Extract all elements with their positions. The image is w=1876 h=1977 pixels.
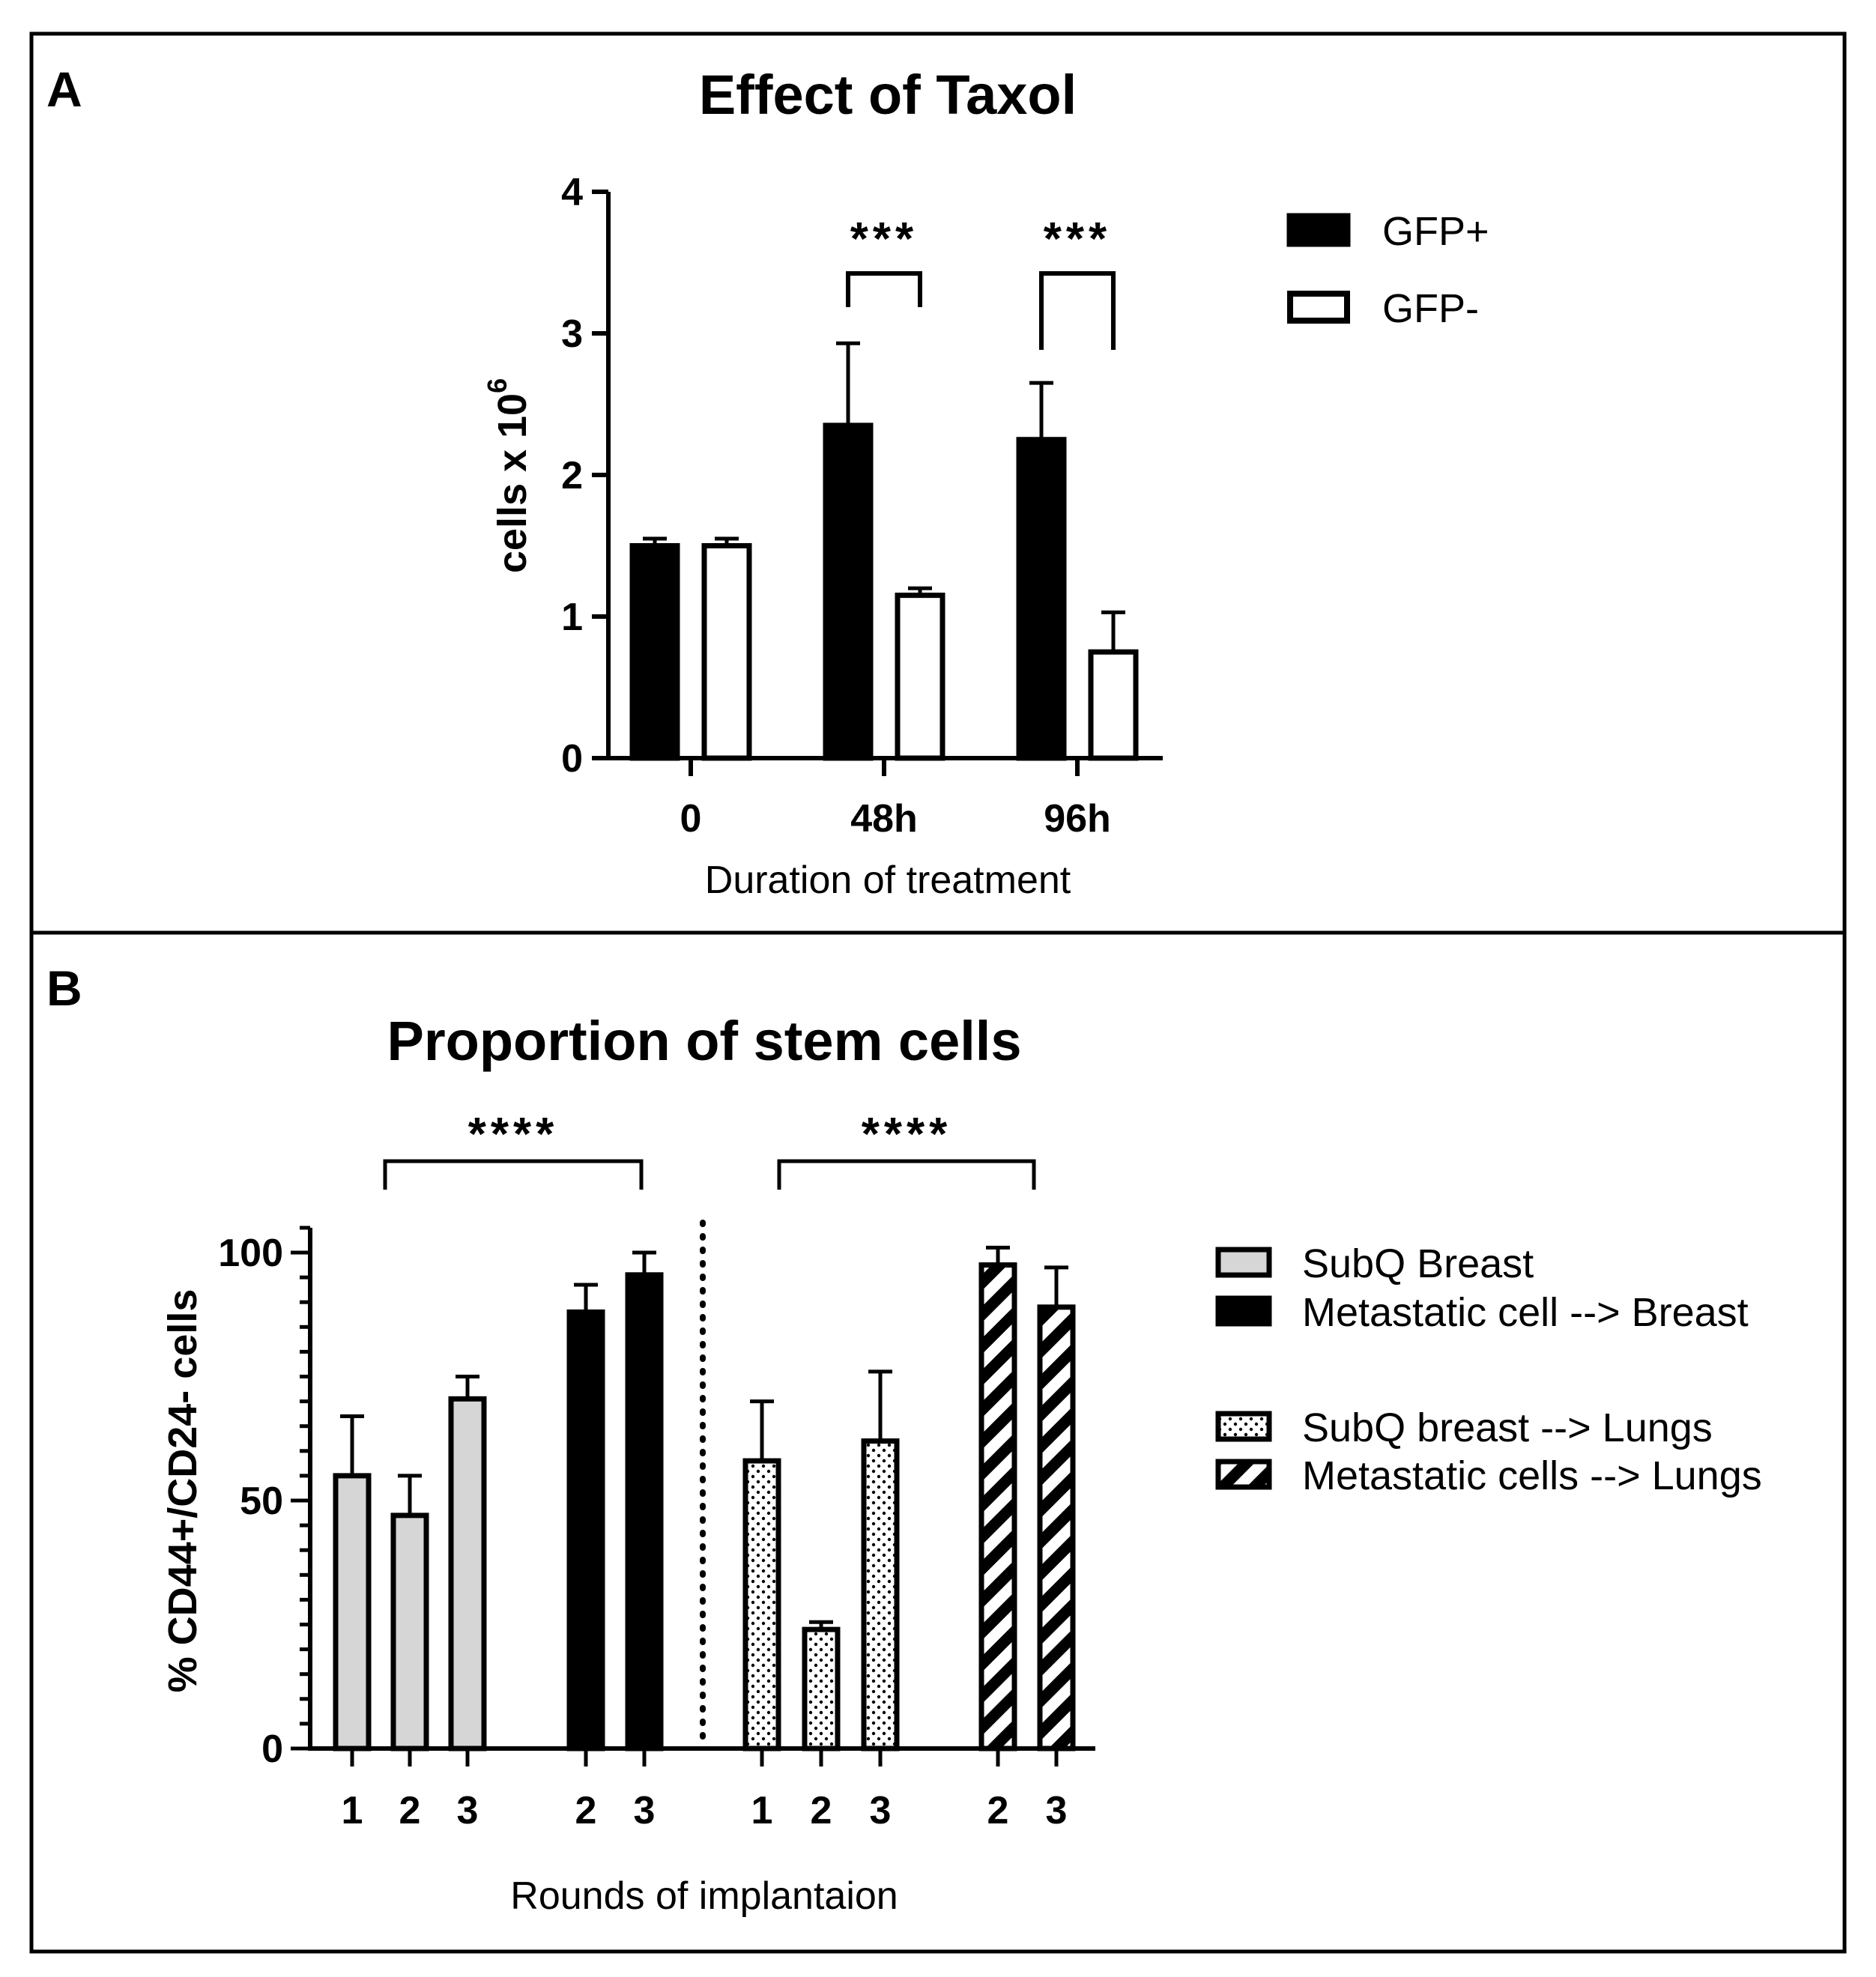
legend-swatch-subq-breast xyxy=(1215,1247,1272,1278)
bar-metastatic-cells-lungs-round-2 xyxy=(978,1262,1017,1752)
bar-gfp-0 xyxy=(701,543,752,761)
panel-b-x-tick-label: 3 xyxy=(457,1789,479,1832)
bar-gfp-48h xyxy=(895,593,945,761)
significance-bracket xyxy=(383,1159,644,1190)
panel-b-x-tick-label: 2 xyxy=(399,1789,421,1832)
panel-b-x-tick-label: 3 xyxy=(1046,1789,1068,1832)
legend-label-gfp-plus: GFP+ xyxy=(1382,209,1489,254)
bar-metastatic-cell-breast-round-2 xyxy=(566,1309,605,1752)
significance-bracket xyxy=(777,1159,1036,1190)
panel-a-legend: GFP+ GFP- xyxy=(1286,209,1489,331)
bar-gfp-96h xyxy=(1016,437,1067,761)
panel-b-title: Proportion of stem cells xyxy=(387,1010,1021,1072)
legend-swatch-gfp-plus xyxy=(1286,213,1351,247)
bar-subq-breast-round-2 xyxy=(390,1513,429,1752)
panel-a-y-tick-label: 4 xyxy=(561,171,583,214)
panel-b-y-tick-label: 100 xyxy=(218,1232,283,1275)
legend-label-metastatic-breast: Metastatic cell --> Breast xyxy=(1302,1290,1749,1335)
significance-stars: *** xyxy=(850,214,918,265)
bar-subq-breast-lungs-round-2 xyxy=(802,1626,841,1752)
panel-a-significance: *** *** xyxy=(846,214,1116,350)
legend-label-gfp-minus: GFP- xyxy=(1382,286,1479,331)
panel-a-y-tick-label: 2 xyxy=(561,454,583,497)
panel-b-x-tick-label: 2 xyxy=(987,1789,1009,1832)
panel-a-axes: 0 1 2 3 4 0 48h 96h xyxy=(561,171,1163,841)
panel-b-x-tick-label: 1 xyxy=(751,1789,773,1832)
legend-swatch-metastatic-lungs xyxy=(1215,1459,1272,1490)
bar-metastatic-cells-lungs-round-3 xyxy=(1037,1304,1076,1752)
panel-b-bars xyxy=(333,1245,1076,1752)
panel-b-x-tick-label: 2 xyxy=(811,1789,832,1832)
legend-swatch-subq-lungs xyxy=(1215,1411,1272,1442)
bar-gfp-48h xyxy=(823,423,874,761)
panel-a-y-tick-label: 1 xyxy=(561,596,583,639)
panel-a-y-tick-label: 3 xyxy=(561,312,583,356)
panel-b-significance: **** **** xyxy=(383,1109,1036,1190)
panel-b-legend: SubQ Breast Metastatic cell --> Breast S… xyxy=(1215,1241,1762,1498)
panel-a-frame xyxy=(29,31,1847,935)
panel-a-x-tick-label: 48h xyxy=(850,797,918,841)
panel-b-x-tick-label: 3 xyxy=(634,1789,656,1832)
legend-label-metastatic-lungs: Metastatic cells --> Lungs xyxy=(1302,1453,1762,1498)
panel-a-letter: A xyxy=(46,61,82,117)
bar-subq-breast-round-3 xyxy=(448,1396,487,1752)
panel-a-xlabel: Duration of treatment xyxy=(705,859,1071,902)
legend-label-subq-breast: SubQ Breast xyxy=(1302,1241,1534,1286)
panel-a-bars xyxy=(629,341,1139,761)
legend-label-subq-lungs: SubQ breast --> Lungs xyxy=(1302,1405,1713,1450)
significance-stars: *** xyxy=(1044,214,1111,265)
bar-subq-breast-lungs-round-3 xyxy=(861,1438,900,1752)
significance-stars: **** xyxy=(862,1109,952,1160)
panel-b-ylabel: % CD44+/CD24- cells xyxy=(160,1289,205,1693)
panel-a-title: Effect of Taxol xyxy=(699,64,1077,126)
significance-bracket xyxy=(846,271,922,307)
panel-b-xlabel: Rounds of implantaion xyxy=(510,1874,898,1918)
panel-b-frame xyxy=(29,930,1847,1954)
bar-metastatic-cell-breast-round-3 xyxy=(625,1272,664,1752)
panel-a-ylabel-superscript: 6 xyxy=(482,378,512,393)
bar-subq-breast-lungs-round-1 xyxy=(742,1458,781,1752)
significance-bracket xyxy=(1039,271,1116,350)
bar-gfp-0 xyxy=(629,543,680,761)
panel-b-letter: B xyxy=(46,960,82,1016)
legend-swatch-gfp-minus xyxy=(1287,291,1350,324)
panel-a-ylabel-text: cells x 10 xyxy=(490,393,535,573)
panel-b-x-tick-label: 1 xyxy=(342,1789,363,1832)
bar-subq-breast-round-1 xyxy=(333,1473,372,1752)
panel-b-x-tick-label: 2 xyxy=(575,1789,597,1832)
panel-b-x-tick-label: 3 xyxy=(870,1789,892,1832)
panel-a-y-tick-label: 0 xyxy=(561,737,583,781)
significance-stars: **** xyxy=(468,1109,559,1160)
panel-a-x-tick-label: 0 xyxy=(680,797,702,841)
panel-b-y-tick-label: 0 xyxy=(261,1728,283,1771)
panel-a-x-tick-label: 96h xyxy=(1044,797,1111,841)
panel-b-y-tick-label: 50 xyxy=(240,1480,283,1523)
bar-gfp-96h xyxy=(1088,649,1139,761)
panel-a-ylabel: cells x 106 xyxy=(482,378,535,573)
legend-swatch-metastatic-breast xyxy=(1215,1295,1272,1327)
